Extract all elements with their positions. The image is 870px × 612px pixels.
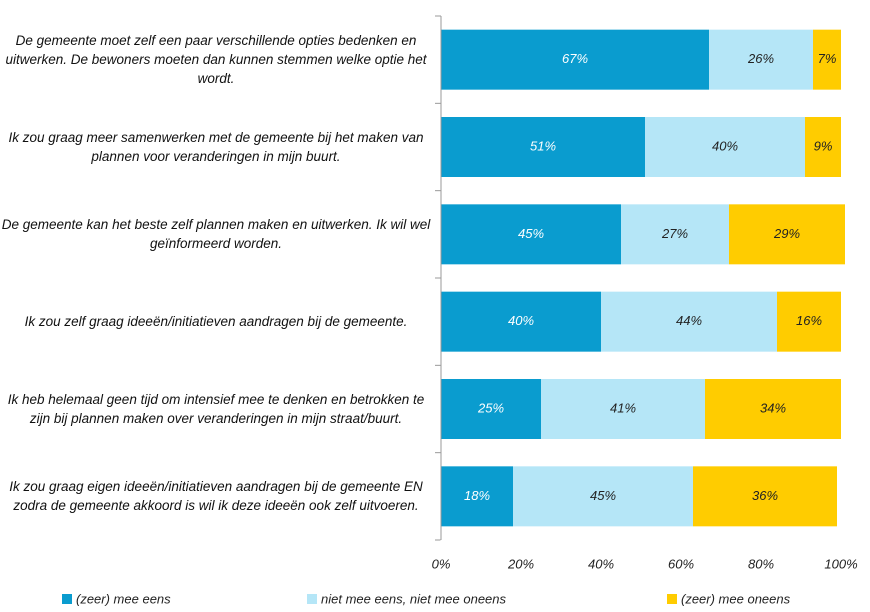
category-label: De gemeente kan het beste zelf plannen m… [1, 217, 431, 252]
bar-segment [441, 379, 541, 439]
category-label: Ik zou graag eigen ideeën/initiatieven a… [9, 479, 423, 514]
bar-segment [645, 117, 805, 177]
x-tick-label: 80% [748, 556, 774, 571]
category-label: De gemeente moet zelf een paar verschill… [5, 33, 427, 87]
bar-segment [693, 466, 837, 527]
x-tick-label: 40% [588, 556, 614, 571]
category-label: Ik zou zelf graag ideeën/initiatieven aa… [24, 314, 408, 330]
bar-segment [441, 291, 601, 352]
bar-segment [601, 291, 777, 352]
value-label: 26% [747, 51, 774, 66]
bar-segment [813, 29, 841, 90]
value-label: 18% [464, 488, 490, 503]
value-label: 29% [773, 226, 800, 241]
legend-label: (zeer) mee eens [76, 591, 171, 606]
x-tick-label: 100% [824, 556, 857, 571]
value-label: 45% [518, 226, 544, 241]
x-tick-label: 20% [507, 556, 534, 571]
value-label: 16% [796, 313, 822, 328]
bar-segment [777, 291, 841, 352]
x-tick-label: 60% [668, 556, 694, 571]
value-label: 51% [530, 138, 556, 153]
value-label: 44% [676, 313, 702, 328]
legend-label: (zeer) mee oneens [681, 591, 791, 606]
bar-segment [541, 379, 705, 439]
value-label: 45% [590, 488, 616, 503]
value-label: 9% [814, 138, 833, 153]
legend-swatch [62, 594, 72, 604]
bar-segment [805, 117, 841, 177]
legend-swatch [667, 594, 677, 604]
value-label: 40% [712, 138, 738, 153]
value-label: 67% [562, 51, 588, 66]
value-label: 36% [752, 488, 778, 503]
bar-segment [729, 204, 845, 265]
value-label: 25% [477, 400, 504, 415]
value-label: 7% [818, 51, 837, 66]
legend-swatch [307, 594, 317, 604]
value-label: 27% [661, 226, 688, 241]
bar-segment [709, 29, 813, 90]
legend-label: niet mee eens, niet mee oneens [321, 591, 507, 606]
bar-segment [441, 29, 709, 90]
category-label: Ik heb helemaal geen tijd om intensief m… [7, 392, 425, 426]
bar-segment [621, 204, 729, 265]
category-label: Ik zou graag meer samenwerken met de gem… [8, 130, 424, 164]
value-label: 40% [508, 313, 534, 328]
bar-segment [513, 466, 693, 527]
bar-segment [441, 117, 645, 177]
x-tick-label: 0% [432, 556, 451, 571]
bar-segment [441, 466, 513, 527]
bar-segment [705, 379, 841, 439]
bar-segment [441, 204, 621, 265]
value-label: 34% [760, 400, 786, 415]
value-label: 41% [610, 400, 636, 415]
